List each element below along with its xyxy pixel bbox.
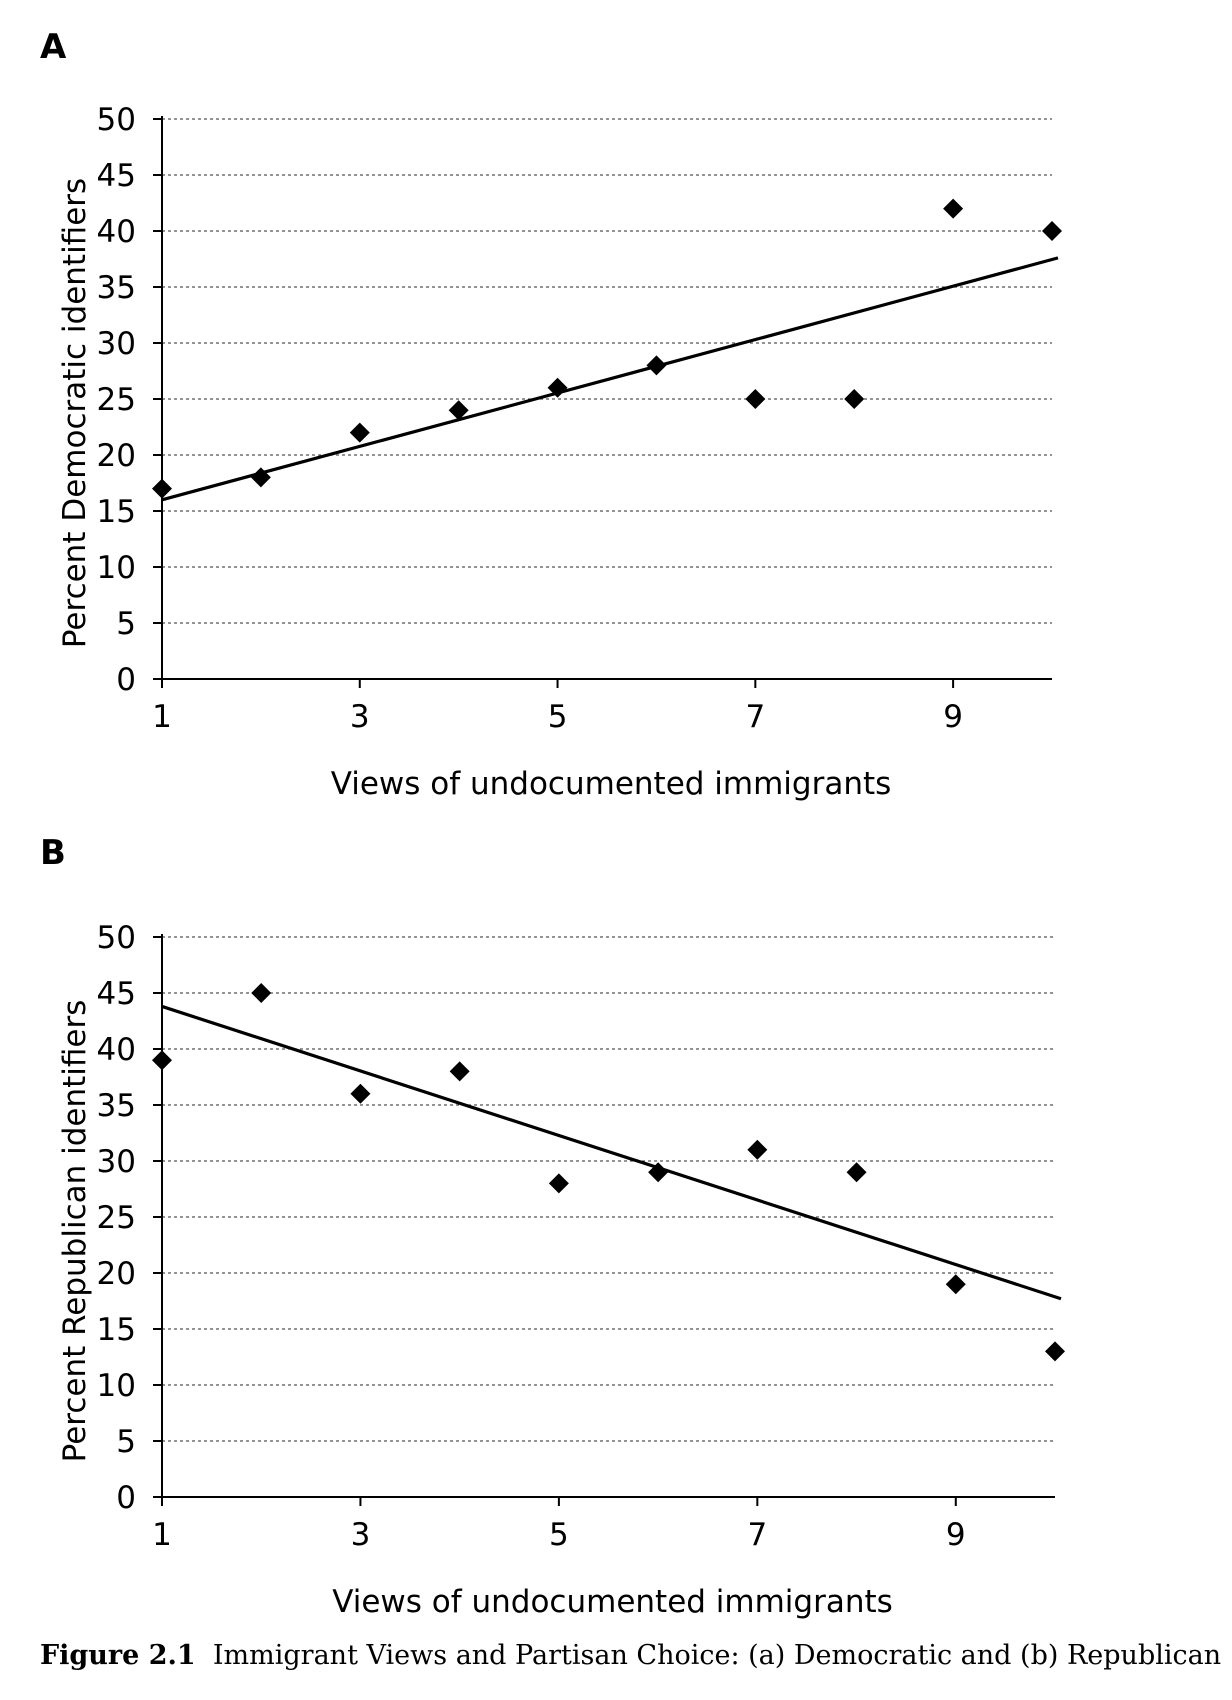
y-tick-label: 30: [97, 1144, 136, 1180]
y-tick-label: 5: [116, 606, 136, 642]
x-tick-label: 7: [747, 1517, 767, 1553]
data-point: [745, 389, 766, 409]
caption-label: Figure 2.1: [40, 1640, 196, 1671]
x-axis-title: Views of undocumented immigrants: [332, 1584, 893, 1620]
y-tick-label: 15: [97, 494, 136, 530]
y-axis-title: Percent Republican identifiers: [57, 1000, 93, 1463]
data-point: [152, 478, 172, 499]
trendline: [161, 1004, 1062, 1301]
y-tick-label: 10: [97, 1368, 136, 1404]
y-tick-label: 10: [97, 550, 136, 586]
y-tick-label: 0: [116, 662, 136, 698]
y-axis-title: Percent Democratic identifiers: [57, 178, 93, 648]
data-point: [844, 389, 865, 409]
caption-text: Immigrant Views and Partisan Choice: (a)…: [212, 1640, 1222, 1671]
trendline: [161, 256, 1059, 502]
data-point: [846, 1162, 867, 1183]
y-tick-label: 0: [116, 1480, 136, 1516]
y-tick-label: 25: [97, 382, 136, 418]
x-tick-label: 1: [152, 1517, 172, 1553]
data-point: [251, 983, 272, 1003]
y-tick-label: 50: [97, 920, 136, 956]
figure-caption: Figure 2.1 Immigrant Views and Partisan …: [40, 1640, 1222, 1672]
y-tick-label: 15: [97, 1312, 136, 1348]
y-tick-label: 20: [97, 1256, 136, 1292]
x-tick-label: 7: [745, 699, 765, 735]
y-tick-label: 45: [97, 158, 136, 194]
data-point: [349, 422, 370, 443]
data-point: [1042, 221, 1062, 241]
y-tick-label: 35: [97, 270, 136, 306]
data-point: [547, 377, 568, 398]
data-point: [646, 355, 667, 376]
x-tick-label: 9: [946, 1517, 966, 1553]
data-point: [449, 1061, 470, 1082]
data-point: [945, 1274, 966, 1295]
x-tick-label: 3: [351, 1517, 371, 1553]
x-tick-label: 3: [350, 699, 370, 735]
x-tick-label: 5: [549, 1517, 569, 1553]
y-tick-label: 25: [97, 1200, 136, 1236]
data-point: [250, 467, 271, 488]
data-point: [1045, 1341, 1065, 1362]
data-point: [943, 198, 964, 219]
panel-b-letter: B: [40, 833, 66, 873]
y-tick-label: 50: [97, 102, 136, 138]
x-axis-title: Views of undocumented immigrants: [331, 766, 892, 802]
y-tick-label: 30: [97, 326, 136, 362]
data-point: [548, 1173, 569, 1194]
y-tick-label: 40: [97, 214, 136, 250]
x-tick-label: 9: [943, 699, 963, 735]
x-tick-label: 5: [548, 699, 568, 735]
data-point: [747, 1139, 768, 1160]
y-tick-label: 45: [97, 976, 136, 1012]
data-point: [350, 1083, 371, 1104]
data-point: [152, 1050, 172, 1071]
x-tick-label: 1: [152, 699, 172, 735]
y-tick-label: 20: [97, 438, 136, 474]
y-tick-label: 40: [97, 1032, 136, 1068]
y-tick-label: 5: [116, 1424, 136, 1460]
y-tick-label: 35: [97, 1088, 136, 1124]
data-point: [448, 400, 469, 421]
data-point: [648, 1162, 669, 1183]
panel-a-letter: A: [40, 27, 67, 67]
